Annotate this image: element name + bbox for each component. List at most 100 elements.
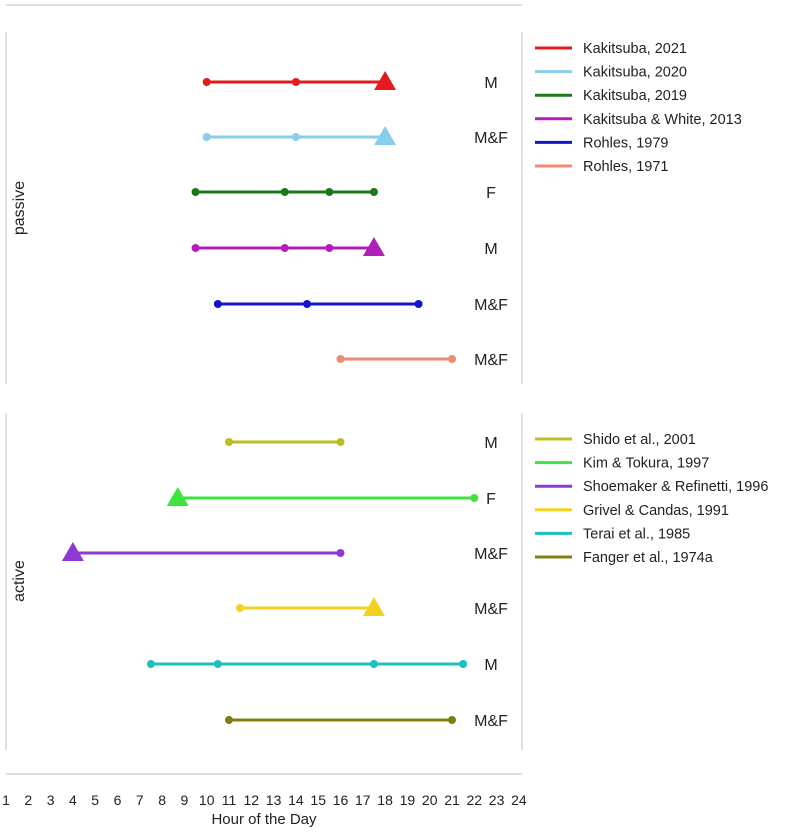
x-tick-label: 12 [244,792,260,808]
triangle-marker [61,542,84,561]
series-point [369,188,378,196]
legend-label: Shido et al., 2001 [583,432,696,448]
series-point [470,494,479,502]
legend-entry: Kakitsuba, 2020 [535,65,687,81]
x-tick-label: 23 [489,792,505,808]
series-point [459,660,468,668]
x-tick-label: 14 [288,792,304,808]
series-active-3: M&F [236,597,508,618]
series-point [191,188,200,196]
x-tick-label: 18 [377,792,393,808]
sex-label: M [484,657,497,674]
series-point [291,133,300,141]
legends: Kakitsuba, 2021 Kakitsuba, 2020 Kakitsuba,… [535,41,768,566]
x-tick-label: 21 [444,792,460,808]
sex-label: F [486,491,496,508]
legend-entry: Rohles, 1971 [535,159,668,175]
series-point [448,716,456,724]
legend-entry: Grivel & Candas, 1991 [535,503,729,519]
series-point [336,438,345,446]
sex-label: M&F [474,601,508,618]
sex-label: M&F [474,713,508,730]
series-point [213,660,222,668]
series-point [280,244,289,252]
sex-label: M [484,75,497,92]
triangle-marker [374,126,397,145]
legend-entry: Rohles, 1979 [535,135,668,151]
series-passive-2: F [191,185,496,202]
x-tick-label: 20 [422,792,438,808]
triangle-marker [374,71,397,90]
chart-marks: M M&F F M M&F M&F M F M&F M&F M M&F [61,71,508,730]
series-point [191,244,200,252]
x-tick-label: 6 [114,792,122,808]
legend-label: Rohles, 1979 [583,135,668,151]
series-point [325,188,334,196]
triangle-marker [362,237,385,256]
series-point [236,604,245,612]
x-tick-label: 7 [136,792,144,808]
x-tick-label: 24 [511,792,527,808]
legend-entry: Kakitsuba, 2019 [535,88,687,104]
legend-entry: Shido et al., 2001 [535,432,696,448]
series-point [336,355,345,363]
series-point [325,244,334,252]
sex-label: M&F [474,546,508,563]
series-point [213,300,222,308]
x-tick-label: 10 [199,792,215,808]
series-point [336,549,345,557]
series-point [303,300,312,308]
series-point [146,660,155,668]
x-tick-label: 5 [91,792,99,808]
sex-label: M [484,241,497,258]
x-axis-title: Hour of the Day [211,811,317,828]
x-tick-label: 4 [69,792,77,808]
series-passive-0: M [202,71,498,92]
series-passive-4: M&F [213,297,508,314]
group-label-passive: passive [11,181,28,235]
legend-label: Kakitsuba, 2021 [583,41,687,57]
triangle-marker [166,487,189,506]
legend-entry: Fanger et al., 1974a [535,550,714,566]
series-point [225,438,233,446]
legend-label: Shoemaker & Refinetti, 1996 [583,479,768,495]
sex-label: M&F [474,352,508,369]
legend-entry: Kim & Tokura, 1997 [535,456,709,472]
legend-entry: Shoemaker & Refinetti, 1996 [535,479,768,495]
legend-label: Terai et al., 1985 [583,526,690,542]
legend-label: Grivel & Candas, 1991 [583,503,729,519]
legend-entry: Kakitsuba, 2021 [535,41,687,57]
x-tick-label: 1 [2,792,10,808]
x-tick-label: 13 [266,792,282,808]
group-label-active: active [11,560,28,602]
x-tick-label: 19 [400,792,416,808]
series-point [369,660,378,668]
series-passive-5: M&F [336,352,508,369]
sex-label: M&F [474,297,508,314]
legend-label: Kakitsuba, 2020 [583,65,687,81]
legend-label: Kakitsuba, 2019 [583,88,687,104]
x-tick-label: 17 [355,792,371,808]
x-tick-label: 22 [467,792,483,808]
triangle-marker [362,597,385,616]
series-active-4: M [146,657,498,674]
x-tick-label: 16 [333,792,349,808]
series-point [414,300,423,308]
sex-label: F [486,185,496,202]
x-tick-label: 3 [47,792,55,808]
series-active-1: F [166,487,496,508]
series-point [291,78,300,86]
sex-label: M&F [474,130,508,147]
series-point [202,78,211,86]
legend-label: Rohles, 1971 [583,159,668,175]
legend-label: Kakitsuba & White, 2013 [583,112,742,128]
x-tick-label: 15 [310,792,326,808]
series-active-0: M [225,435,498,452]
series-point [280,188,289,196]
x-tick-label: 2 [24,792,32,808]
sex-label: M [484,435,497,452]
series-passive-1: M&F [202,126,508,147]
legend-label: Fanger et al., 1974a [583,550,714,566]
x-tick-label: 8 [158,792,166,808]
